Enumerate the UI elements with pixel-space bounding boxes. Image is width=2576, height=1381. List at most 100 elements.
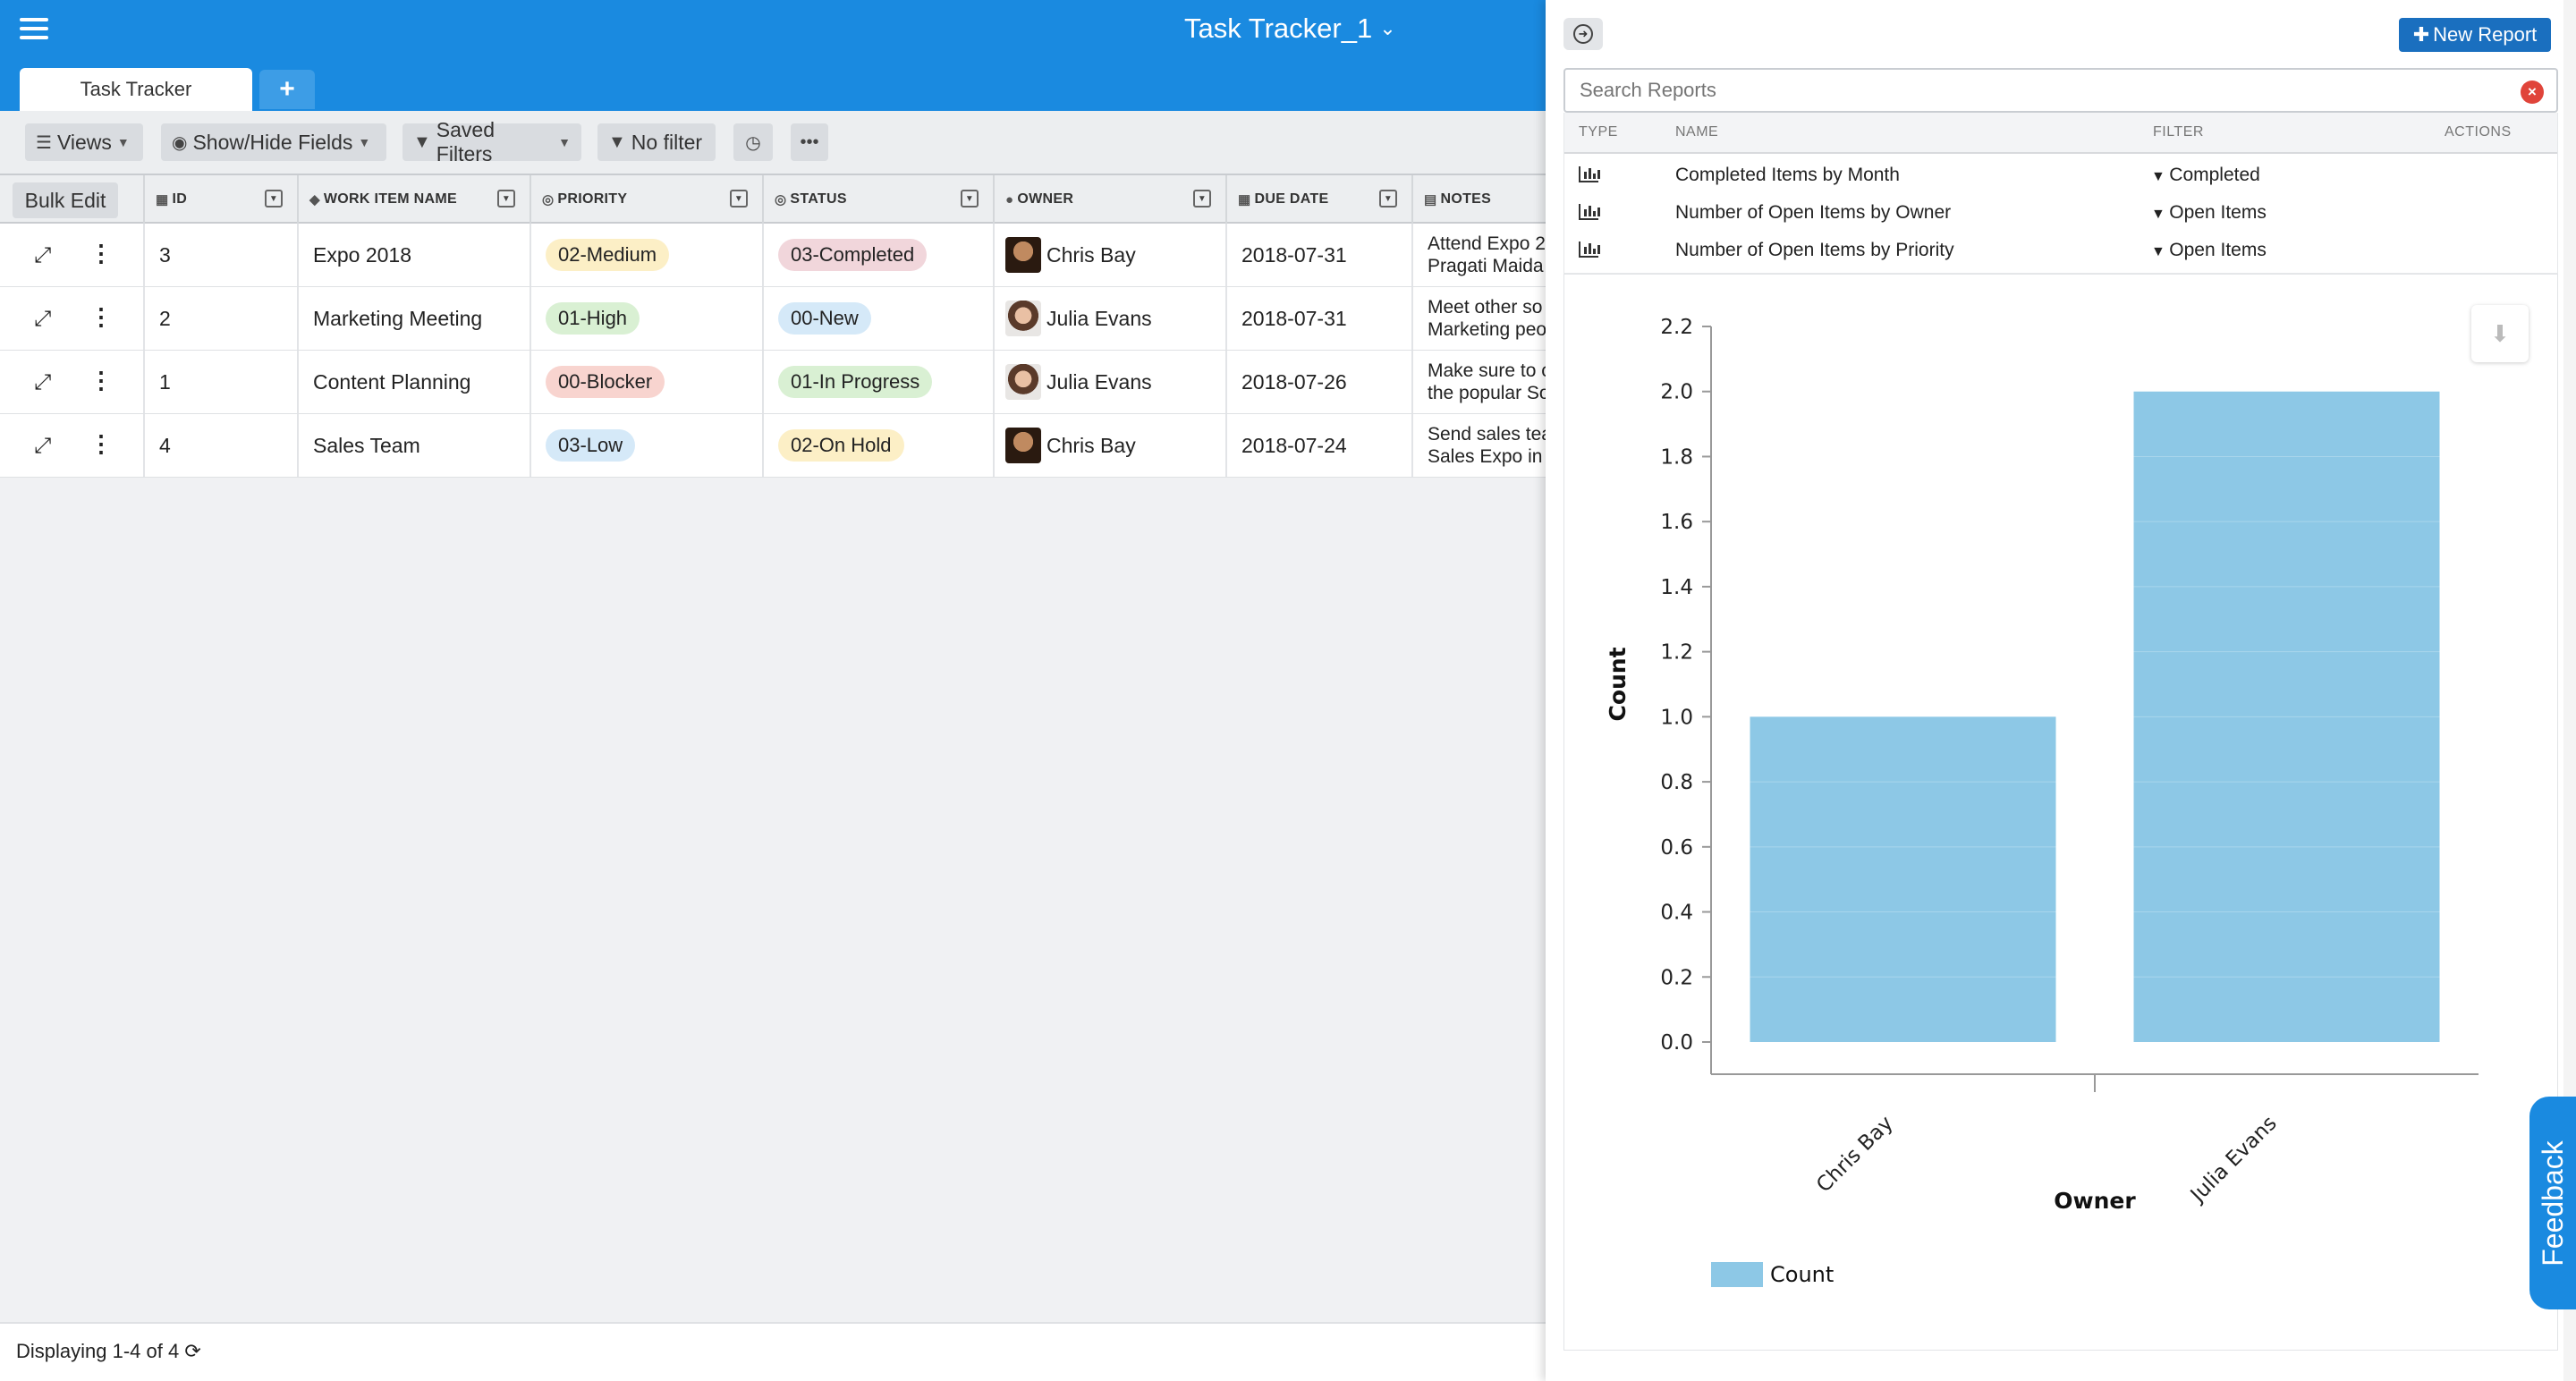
column-filter-icon[interactable]: ▼ (1193, 190, 1211, 208)
app-title[interactable]: Task Tracker_1 ⌄ (1184, 13, 1396, 45)
notes-text: Send sales tea Sales Expo in I (1428, 414, 1546, 468)
status-badge: 02-On Hold (778, 429, 904, 462)
reports-panel: ➜ ✚ New Report × TYPE NAME FILTER ACTION… (1546, 0, 2576, 1381)
report-name[interactable]: Number of Open Items by Owner (1675, 202, 1952, 223)
views-button[interactable]: ☰ Views ▼ (25, 123, 143, 161)
column-filter-icon[interactable]: ▼ (497, 190, 515, 208)
column-filter-icon[interactable]: ▼ (730, 190, 748, 208)
cell-due[interactable]: 2018-07-26 (1225, 351, 1411, 413)
expand-row-icon[interactable]: ⤢ (34, 243, 52, 267)
report-row[interactable]: Number of Open Items by Priority ▼ Open I… (1564, 233, 2557, 270)
notes-line: Meet other so (1428, 297, 1543, 318)
cell-owner[interactable]: Chris Bay (993, 224, 1225, 286)
chevron-down-icon: ▼ (558, 135, 571, 149)
cell-id[interactable]: 3 (143, 224, 297, 286)
cell-notes[interactable]: Make sure to c the popular So (1411, 351, 1546, 413)
report-filter: ▼ Open Items (2151, 240, 2267, 261)
row-menu-icon[interactable]: ⋮ (89, 303, 113, 330)
eye-icon: ◉ (172, 132, 188, 153)
collapse-panel-button[interactable]: ➜ (1563, 18, 1603, 50)
panel-scrollbar[interactable] (2563, 0, 2576, 1381)
column-header-status[interactable]: ◎ STATUS ▼ (762, 175, 993, 224)
name-value: Expo 2018 (313, 242, 411, 267)
y-tick-label: 0.8 (1660, 771, 1693, 794)
y-tick-label: 0.2 (1660, 966, 1693, 989)
search-reports-input[interactable] (1565, 70, 2496, 111)
cell-owner[interactable]: Julia Evans (993, 351, 1225, 413)
cell-owner[interactable]: Chris Bay (993, 414, 1225, 477)
y-tick-label: 1.6 (1660, 511, 1693, 534)
cell-name[interactable]: Content Planning (297, 351, 530, 413)
id-value: 3 (159, 242, 171, 267)
new-report-button[interactable]: ✚ New Report (2399, 18, 2551, 52)
row-menu-icon[interactable]: ⋮ (89, 430, 113, 457)
expand-row-icon[interactable]: ⤢ (34, 370, 52, 394)
cell-id[interactable]: 2 (143, 287, 297, 350)
table-row[interactable]: ⤢ ⋮ 1 Content Planning 00-Blocker 01-In Progr… (0, 351, 1546, 414)
more-button[interactable]: ••• (791, 123, 828, 161)
cell-notes[interactable]: Meet other so Marketing peo (1411, 287, 1546, 350)
cell-notes[interactable]: Attend Expo 2 Pragati Maida (1411, 224, 1546, 286)
expand-row-icon[interactable]: ⤢ (34, 434, 52, 458)
table-row[interactable]: ⤢ ⋮ 3 Expo 2018 02-Medium 03-Completed Chris B… (0, 224, 1546, 287)
legend-label: Count (1770, 1262, 1834, 1287)
column-filter-icon[interactable]: ▼ (265, 190, 283, 208)
table-row[interactable]: ⤢ ⋮ 2 Marketing Meeting 01-High 00-New Julia E… (0, 287, 1546, 351)
clear-search-icon[interactable]: × (2521, 80, 2544, 104)
cell-status[interactable]: 00-New (762, 287, 993, 350)
cell-due[interactable]: 2018-07-31 (1225, 287, 1411, 350)
saved-filters-button[interactable]: ▼ Saved Filters ▼ (402, 118, 581, 165)
column-header-owner[interactable]: ● OWNER ▼ (993, 175, 1225, 224)
no-filter-button[interactable]: ▼ No filter (597, 123, 716, 161)
menu-icon[interactable] (20, 18, 48, 43)
cell-due[interactable]: 2018-07-24 (1225, 414, 1411, 477)
notes-line: Send sales tea (1428, 424, 1546, 445)
column-header-id[interactable]: ▦ ID ▼ (143, 175, 297, 224)
show-hide-fields-button[interactable]: ◉ Show/Hide Fields ▼ (161, 123, 386, 161)
cell-notes[interactable]: Send sales tea Sales Expo in I (1411, 414, 1546, 477)
cell-priority[interactable]: 02-Medium (530, 224, 762, 286)
report-name[interactable]: Completed Items by Month (1675, 165, 1900, 185)
bulk-edit-button[interactable]: Bulk Edit (13, 182, 118, 218)
cell-status[interactable]: 01-In Progress (762, 351, 993, 413)
row-menu-icon[interactable]: ⋮ (89, 240, 113, 267)
bar-chart-icon (1579, 166, 1600, 182)
cell-name[interactable]: Marketing Meeting (297, 287, 530, 350)
chevron-down-icon: ▼ (358, 135, 371, 149)
cell-due[interactable]: 2018-07-31 (1225, 224, 1411, 286)
history-button[interactable]: ◷ (733, 123, 773, 161)
download-icon[interactable]: ⬇ (2471, 305, 2529, 362)
filter-icon: ▼ (413, 131, 431, 152)
cell-id[interactable]: 4 (143, 414, 297, 477)
tab-task-tracker[interactable]: Task Tracker (20, 68, 252, 111)
report-row[interactable]: Number of Open Items by Owner ▼ Open Item… (1564, 195, 2557, 233)
column-header-priority[interactable]: ◎ PRIORITY ▼ (530, 175, 762, 224)
cell-name[interactable]: Expo 2018 (297, 224, 530, 286)
cell-priority[interactable]: 01-High (530, 287, 762, 350)
cell-priority[interactable]: 00-Blocker (530, 351, 762, 413)
refresh-icon[interactable]: ⟳ (184, 1340, 201, 1362)
row-menu-icon[interactable]: ⋮ (89, 367, 113, 394)
expand-row-icon[interactable]: ⤢ (34, 307, 52, 331)
cell-priority[interactable]: 03-Low (530, 414, 762, 477)
y-tick-label: 0.4 (1660, 902, 1693, 925)
cell-owner[interactable]: Julia Evans (993, 287, 1225, 350)
add-tab-button[interactable]: + (259, 70, 315, 109)
y-tick-label: 1.8 (1660, 445, 1693, 469)
cell-status[interactable]: 02-On Hold (762, 414, 993, 477)
column-filter-icon[interactable]: ▼ (1379, 190, 1397, 208)
column-filter-icon[interactable]: ▼ (961, 190, 979, 208)
chevron-down-icon: ▼ (116, 135, 130, 149)
column-header-work-item-name[interactable]: ◆ WORK ITEM NAME ▼ (297, 175, 530, 224)
report-row[interactable]: Completed Items by Month ▼ Completed (1564, 157, 2557, 195)
table-row[interactable]: ⤢ ⋮ 4 Sales Team 03-Low 02-On Hold Chris Bay 20… (0, 414, 1546, 478)
column-header-notes[interactable]: ▤ NOTES (1411, 175, 1546, 224)
column-header-due-date[interactable]: ▦ DUE DATE ▼ (1225, 175, 1411, 224)
report-name[interactable]: Number of Open Items by Priority (1675, 240, 1954, 260)
feedback-tab[interactable]: Feedback (2529, 1097, 2576, 1309)
due-value: 2018-07-31 (1241, 242, 1347, 267)
cell-status[interactable]: 03-Completed (762, 224, 993, 286)
bar (1750, 716, 2056, 1042)
cell-id[interactable]: 1 (143, 351, 297, 413)
cell-name[interactable]: Sales Team (297, 414, 530, 477)
